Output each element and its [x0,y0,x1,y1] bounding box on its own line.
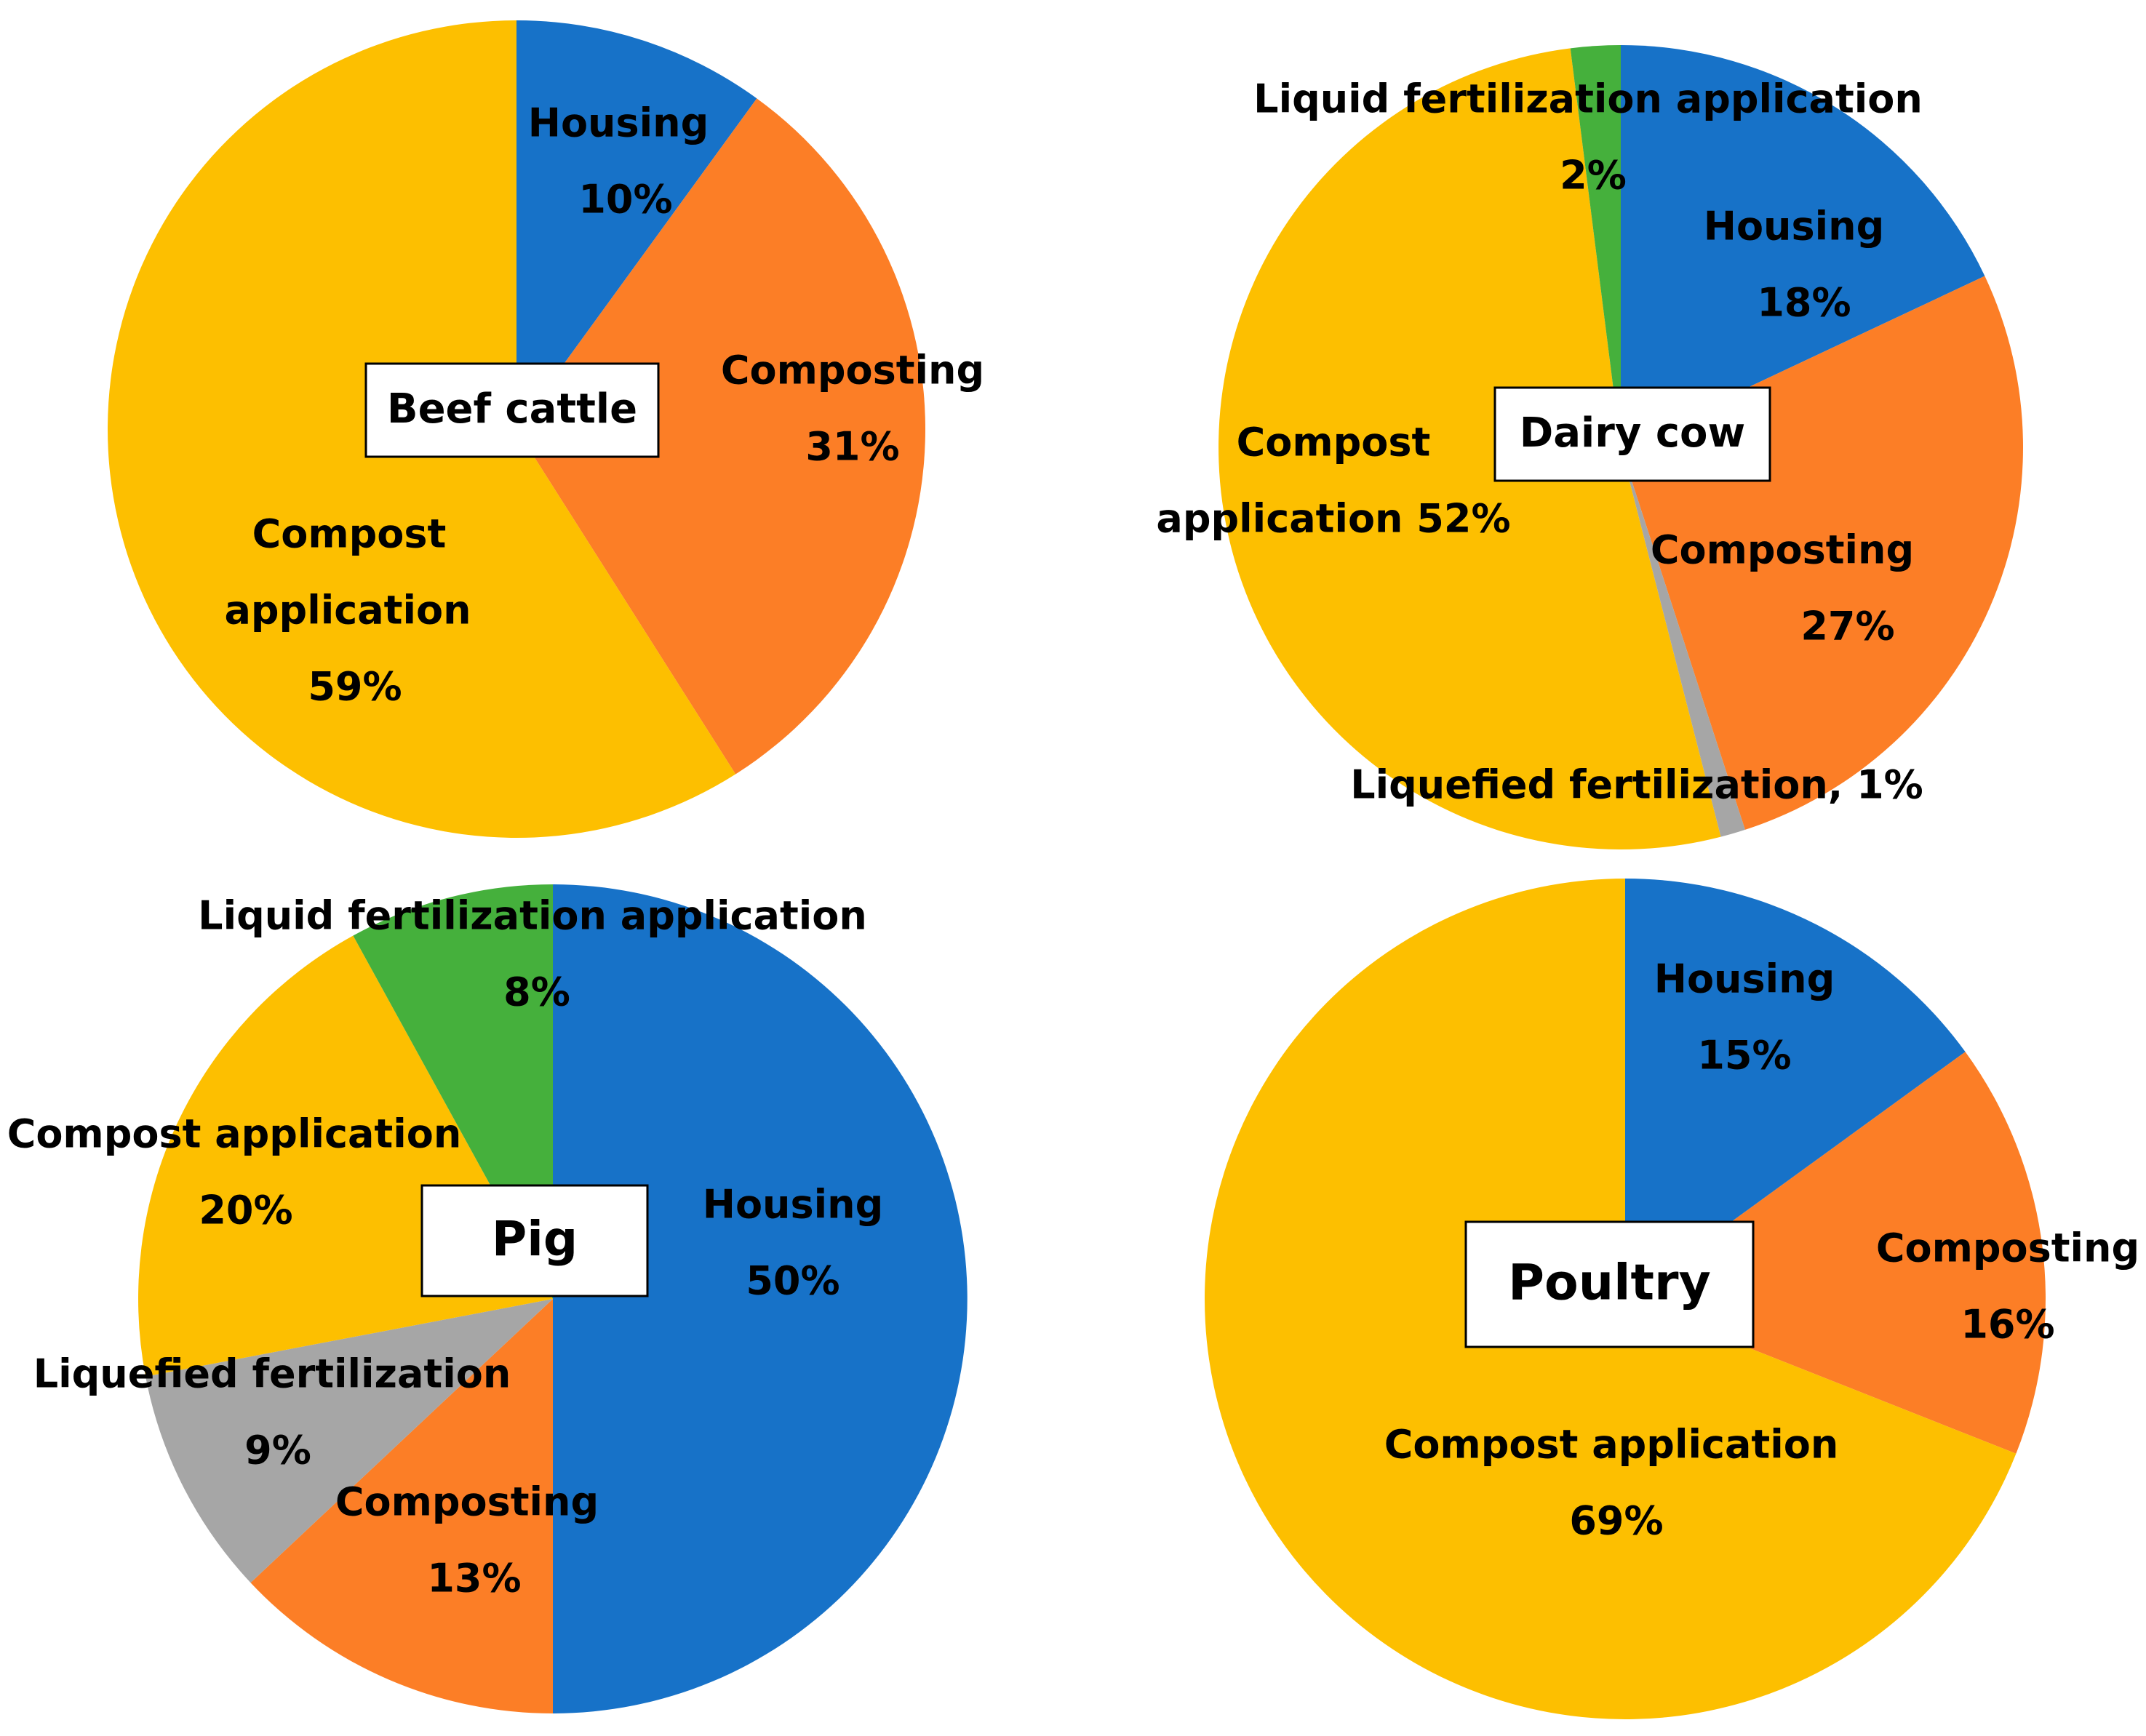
label-poultry-compost-application-value: 69% [1569,1498,1663,1544]
label-dairy-cow-composting-value: 27% [1800,604,1894,649]
label-pig-housing-value: 50% [746,1258,839,1304]
label-pig-composting-text: Composting [335,1479,599,1525]
slice-beef-cattle-composting [516,98,926,775]
title-box-frame [1493,386,1771,482]
label-poultry-compost-application-text: Compost application [1384,1422,1839,1468]
label-dairy-cow-compost-application-value: application 52% [1156,496,1510,542]
title-box-frame [364,362,660,458]
slice-beef-cattle-housing [516,20,757,429]
slice-dairy-cow-liquid-fertilization-application [1570,45,1621,447]
pie-beef-cattle: Housing 10% Composting 31% Compost applicatio… [107,20,984,838]
title-box-frame [1464,1220,1755,1348]
chart-title-beef-cattle: Beef cattle [387,385,637,433]
label-pig-housing-text: Housing [703,1182,883,1228]
slice-pig-composting [250,1299,553,1713]
label-pig-compost-application-value: 20% [199,1188,292,1233]
label-pig-liquid-fertilization-application-text: Liquid fertilization application [198,893,867,939]
label-beef-cattle-housing-value: 10% [578,177,672,223]
slice-poultry-composting [1625,1052,2046,1454]
chart-title-dairy-cow: Dairy cow [1520,409,1746,457]
label-dairy-cow-liquefied-fertilization-text: Liquefied fertilization, 1% [1350,762,1923,808]
slice-pig-housing [553,884,968,1713]
label-pig-liquefied-fertilization-text: Liquefied fertilization [33,1351,511,1397]
label-dairy-cow-liquid-fertilization-application-text: Liquid fertilization application [1253,76,1923,122]
title-box-poultry: Poultry [1464,1220,1755,1348]
chart-title-poultry: Poultry [1508,1255,1711,1312]
slice-dairy-cow-liquefied-fertilization [1621,447,1745,837]
slice-poultry-housing [1625,879,1966,1299]
label-pig-composting-value: 13% [427,1556,521,1601]
pie-poultry: Housing 15% Composting 16% Compost applicati… [1205,879,2139,1719]
label-pig-compost-application-text: Compost application [7,1111,462,1157]
label-beef-cattle-composting-text: Composting [721,348,984,393]
label-beef-cattle-housing-text: Housing [528,100,709,146]
label-pig-liquefied-fertilization-value: 9% [244,1428,311,1473]
label-beef-cattle-composting-value: 31% [805,424,899,470]
label-pig-liquid-fertilization-application-value: 8% [503,969,570,1015]
label-dairy-cow-liquid-fertilization-application-value: 2% [1560,153,1627,199]
pie-pig: Housing 50% Composting 13% Liquefied fertili… [7,884,968,1713]
title-box-dairy-cow: Dairy cow [1493,386,1771,482]
label-poultry-composting-value: 16% [1960,1302,2054,1348]
label-poultry-housing-value: 15% [1697,1033,1791,1079]
label-beef-cattle-compost-application-value: 59% [308,664,402,710]
label-poultry-composting-text: Composting [1876,1225,2139,1271]
label-poultry-housing-text: Housing [1654,956,1835,1002]
label-dairy-cow-housing-text: Housing [1704,204,1884,249]
slice-dairy-cow-housing [1621,44,1985,447]
title-box-pig: Pig [420,1184,649,1297]
label-beef-cattle-compost-application-text: application [224,588,471,633]
slice-pig-liquefied-fertilization [145,1299,554,1583]
label-dairy-cow-composting-text: Composting [1651,527,1914,573]
label-dairy-cow-housing-value: 18% [1757,280,1851,326]
pie-dairy-cow: Housing 18% Composting 27% Liquefied fertili… [1156,44,2024,849]
chart-title-pig: Pig [492,1211,578,1267]
label-beef-cattle-compost-application-text: Compost [252,511,447,557]
slice-dairy-cow-compost-application [1218,48,1721,849]
title-box-beef-cattle: Beef cattle [364,362,660,458]
title-box-frame [420,1184,649,1297]
label-dairy-cow-compost-application-text: Compost [1237,420,1431,465]
